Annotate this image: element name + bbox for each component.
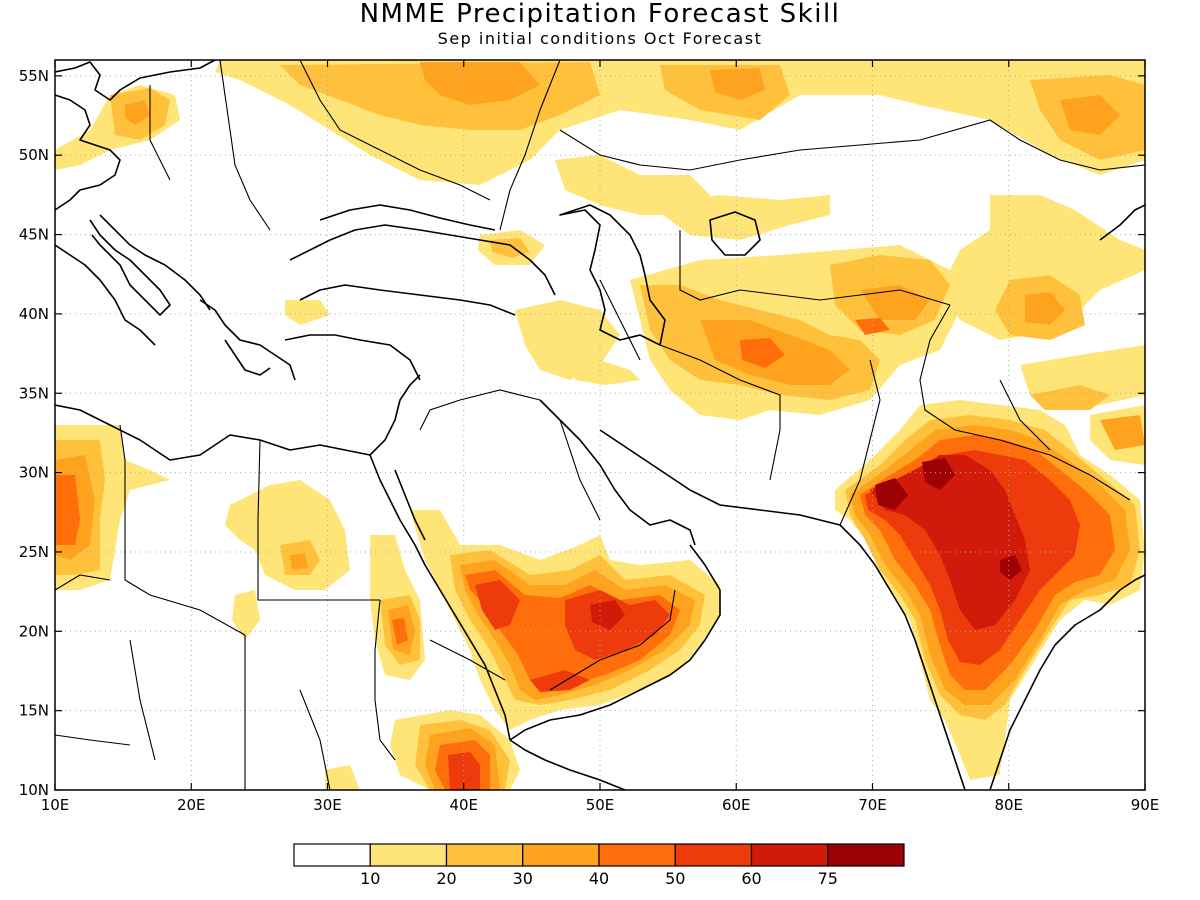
colorbar-swatch: [522, 843, 600, 867]
colorbar: 10 20 30 40 50 60 75: [293, 843, 905, 888]
x-tick-label: 50E: [586, 796, 615, 814]
x-tick-label: 70E: [858, 796, 887, 814]
skill-region-india-peak-max: [870, 455, 1030, 630]
skill-region-egypt-peak: [290, 553, 308, 570]
country-borders: [55, 60, 1145, 790]
colorbar-swatch: [674, 843, 753, 867]
y-tick-label: 20N: [19, 622, 49, 640]
y-tick-label: 35N: [19, 384, 49, 402]
skill-region-china-south-peak: [1100, 415, 1145, 450]
colorbar-swatch: [293, 843, 371, 867]
colorbar-swatch: [598, 843, 676, 867]
skill-region-horn-coast: [325, 765, 360, 790]
skill-region-siberia-peak: [1060, 95, 1120, 135]
skill-region-sri-lanka-north: [960, 725, 1000, 780]
coastlines: [55, 60, 1145, 790]
y-tick-label: 10N: [19, 781, 49, 799]
x-tick-label: 60E: [722, 796, 751, 814]
skill-region-central-india-max: [1000, 555, 1022, 580]
colorbar-swatch: [750, 843, 829, 867]
skill-region-arabia-peak-max: [590, 600, 625, 630]
y-tick-label: 30N: [19, 464, 49, 482]
skill-region-caspian-north: [555, 155, 710, 215]
skill-region-egypt-spot: [232, 590, 260, 640]
x-tick-label: 20E: [177, 796, 206, 814]
skill-region-mongolia-peak: [1025, 292, 1065, 325]
axes: 10E 20E 30E 40E 50E 60E 70E 80E 90E 10N 15N 20N 25N 3…: [19, 60, 1160, 814]
skill-region-tian-shan-core: [855, 318, 890, 335]
skill-region-arabian-sea-nw: [575, 360, 640, 385]
skill-region-iran-core: [740, 338, 785, 368]
map-title: NMME Precipitation Forecast Skill: [359, 0, 841, 29]
colorbar-swatch: [369, 843, 448, 867]
y-tick-label: 45N: [19, 226, 49, 244]
skill-region-punjab-max-2: [922, 458, 955, 490]
y-tick-label: 50N: [19, 146, 49, 164]
skill-region-turkey-west: [285, 300, 330, 325]
skill-region-russia-peak: [420, 62, 540, 105]
x-tick-label: 30E: [313, 796, 342, 814]
skill-region-russia-peak-2: [710, 68, 765, 100]
colorbar-label: 60: [741, 869, 761, 888]
skill-region-arabia-max: [475, 580, 520, 630]
colorbar-label: 20: [436, 869, 456, 888]
colorbar-label: 75: [818, 869, 838, 888]
skill-region-libya-core-2: [55, 475, 80, 545]
skill-region-egypt: [225, 480, 350, 590]
colorbar-label: 50: [665, 869, 685, 888]
map-subtitle: Sep initial conditions Oct Forecast: [437, 29, 763, 48]
x-tick-label: 10E: [41, 796, 70, 814]
y-tick-label: 55N: [19, 67, 49, 85]
colorbar-label: 30: [513, 869, 533, 888]
colorbar-swatch: [445, 843, 524, 867]
skill-region-kazakhstan: [650, 195, 830, 240]
y-tick-label: 25N: [19, 543, 49, 561]
x-tick-label: 90E: [1131, 796, 1160, 814]
y-tick-label: 15N: [19, 702, 49, 720]
y-tick-label: 40N: [19, 305, 49, 323]
skill-region-mongolia-2: [1030, 385, 1110, 410]
colorbar-label: 40: [589, 869, 609, 888]
skill-region-poland-peak: [125, 100, 150, 125]
x-tick-label: 80E: [994, 796, 1023, 814]
skill-shading: [55, 60, 1145, 790]
colorbar-label: 10: [360, 869, 380, 888]
x-tick-label: 40E: [449, 796, 478, 814]
colorbar-swatch: [827, 843, 905, 867]
skill-region-punjab-max: [875, 478, 908, 510]
skill-region-mongolia: [940, 195, 1145, 340]
